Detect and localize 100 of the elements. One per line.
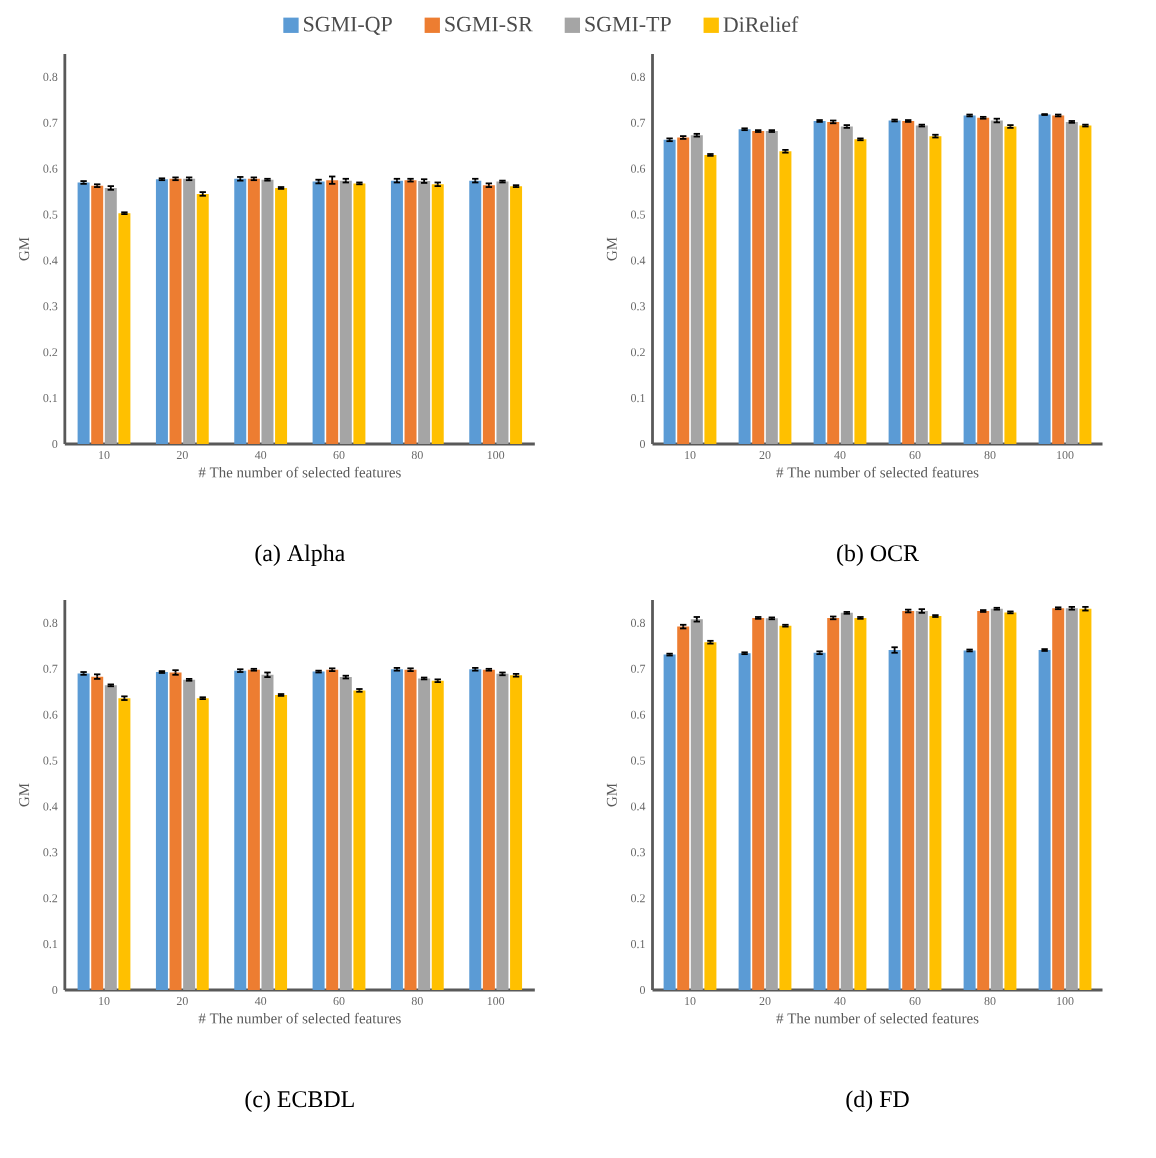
- bar: [77, 673, 90, 990]
- text: (a) Alpha: [255, 544, 345, 567]
- bar: [663, 139, 676, 444]
- bar: [247, 178, 260, 444]
- bar: [183, 178, 196, 444]
- bar: [169, 672, 182, 990]
- bar: [1052, 115, 1065, 444]
- bar: [1004, 126, 1017, 444]
- bar: [990, 608, 1003, 990]
- bar: [677, 137, 690, 444]
- legend-label: SGMI-TP: [585, 16, 671, 32]
- bar: [915, 611, 928, 990]
- bar: [963, 115, 976, 444]
- bar: [353, 690, 366, 990]
- bar: [482, 669, 495, 990]
- bar: [104, 685, 117, 990]
- bar: [690, 135, 703, 444]
- bar: [704, 642, 717, 990]
- bar: [418, 181, 431, 444]
- bar: [827, 617, 840, 990]
- text: (b) OCR: [837, 544, 919, 567]
- bar: [469, 669, 482, 990]
- bar: [326, 180, 339, 444]
- bar: [1038, 650, 1051, 990]
- bar: [482, 185, 495, 444]
- bar: [469, 180, 482, 444]
- bar: [510, 186, 523, 444]
- bar: [155, 179, 168, 444]
- bar: [1065, 121, 1078, 444]
- bar: [840, 126, 853, 444]
- bar: [118, 213, 131, 444]
- text: (d) FD: [846, 1090, 909, 1113]
- bar: [929, 616, 942, 990]
- bar: [234, 178, 247, 444]
- bar: [902, 611, 915, 990]
- bar: [91, 185, 104, 444]
- bar: [963, 650, 976, 990]
- bar: [510, 675, 523, 990]
- bar: [118, 698, 131, 990]
- bar: [827, 121, 840, 444]
- bar: [155, 672, 168, 990]
- bar: [813, 652, 826, 990]
- bar: [77, 182, 90, 444]
- bar: [990, 120, 1003, 444]
- legend-label: SGMI-QP: [304, 16, 392, 35]
- text: (c) ECBDL: [245, 1090, 354, 1113]
- bar: [977, 117, 990, 444]
- legend-label: DiRelief: [723, 16, 799, 32]
- bar: [840, 612, 853, 990]
- bar: [752, 617, 765, 990]
- legend-label: SGMI-SR: [445, 16, 533, 32]
- bar: [1004, 612, 1017, 990]
- bar: [312, 181, 325, 444]
- bar: [779, 151, 792, 444]
- bar: [1079, 608, 1092, 990]
- bar: [390, 669, 403, 990]
- bar: [663, 654, 676, 990]
- bar: [247, 669, 260, 990]
- bar: [261, 674, 274, 990]
- bar: [854, 139, 867, 444]
- bar: [779, 625, 792, 990]
- bar: [765, 618, 778, 990]
- bar: [91, 676, 104, 990]
- bar: [854, 617, 867, 990]
- bar: [1079, 125, 1092, 444]
- bar: [888, 120, 901, 444]
- bar: [312, 671, 325, 990]
- bar: [677, 626, 690, 990]
- bar: [275, 187, 288, 444]
- bar: [738, 653, 751, 990]
- bar: [765, 131, 778, 444]
- bar: [234, 670, 247, 990]
- bar: [183, 679, 196, 990]
- bar: [418, 678, 431, 990]
- bar: [390, 180, 403, 444]
- bar: [929, 136, 942, 444]
- bar: [888, 650, 901, 990]
- bar: [104, 187, 117, 444]
- bar: [813, 120, 826, 444]
- bar: [496, 181, 509, 444]
- bar: [690, 619, 703, 990]
- bar: [738, 129, 751, 444]
- bar: [496, 673, 509, 990]
- bar: [339, 677, 352, 990]
- bar: [1038, 114, 1051, 444]
- bar: [431, 680, 444, 990]
- bar: [752, 131, 765, 444]
- bar: [196, 698, 209, 990]
- bar: [261, 179, 274, 444]
- bar: [169, 178, 182, 444]
- bar: [431, 184, 444, 444]
- bar: [977, 611, 990, 990]
- bar: [704, 154, 717, 444]
- bar: [196, 193, 209, 444]
- bar: [339, 180, 352, 444]
- bar: [1052, 608, 1065, 990]
- bar: [1065, 608, 1078, 990]
- bar: [404, 669, 417, 990]
- bar: [275, 694, 288, 990]
- bar: [326, 669, 339, 990]
